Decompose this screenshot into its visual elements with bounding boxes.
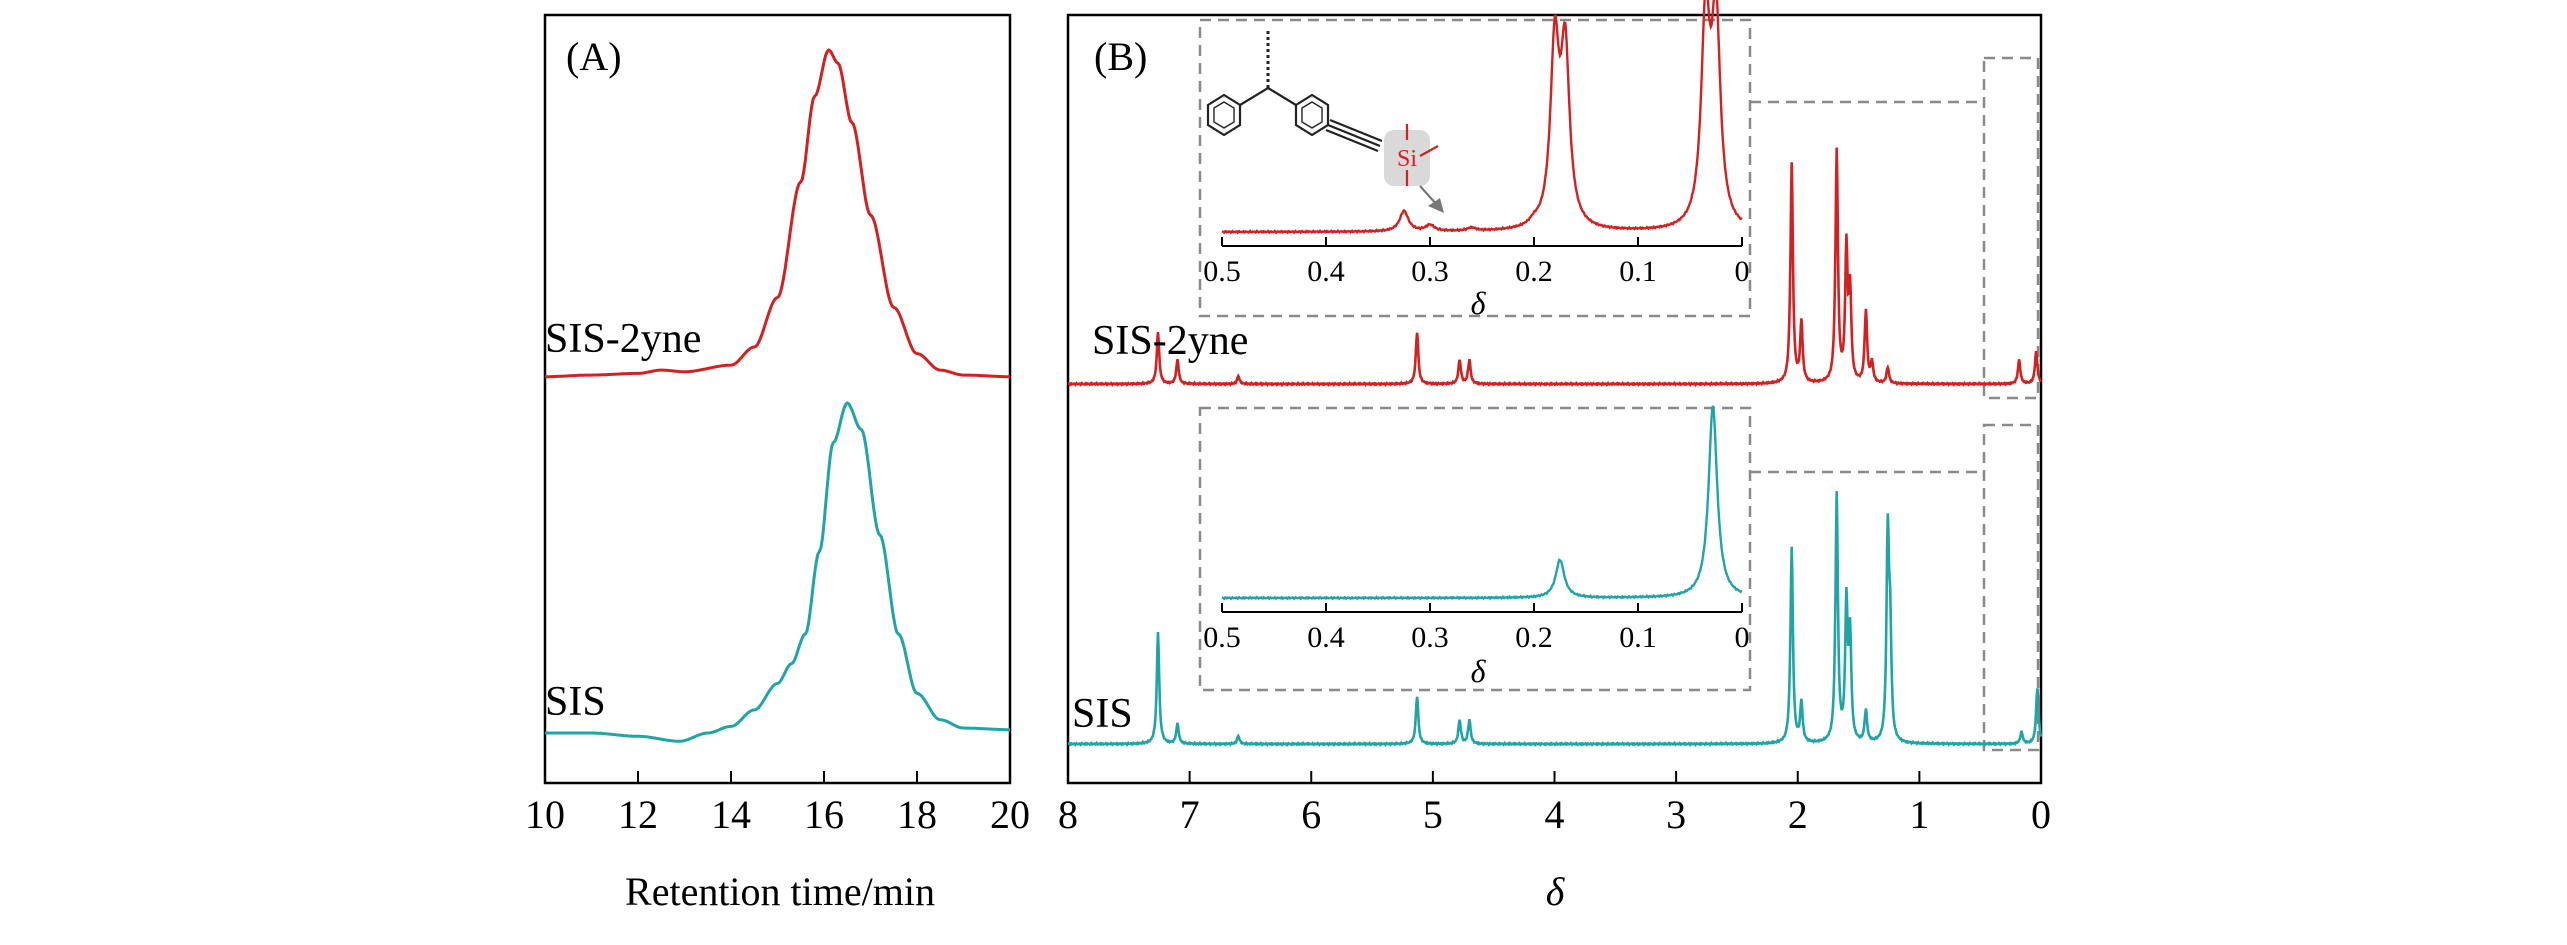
inset-series-sis-2yne xyxy=(1221,0,1743,235)
si-highlight xyxy=(1384,130,1430,186)
panel-a-series xyxy=(545,48,1010,743)
panel-a-x-tick-label: 18 xyxy=(897,792,937,837)
inset-sis2yne-x-tick-label: 0.3 xyxy=(1411,255,1449,288)
inset-sis2yne-series xyxy=(1221,0,1743,235)
panel-a-frame xyxy=(543,13,1012,785)
panel-b-label-sis: SIS xyxy=(1072,691,1133,737)
inset-sis2yne: 0.5 0.4 0.3 0.2 0.1 0 δ xyxy=(1203,0,1750,321)
panel-b-tag: (B) xyxy=(1094,34,1147,79)
inset-sis-x-tick-label: 0.2 xyxy=(1515,621,1553,654)
panel-a-label-sis2yne: SIS-2yne xyxy=(545,316,701,362)
panel-a-tag: (A) xyxy=(566,34,622,79)
panel-b-x-tick-label: 0 xyxy=(2031,792,2051,837)
phenyl-ring-inner-left xyxy=(1213,101,1235,129)
alkyne-bond-1 xyxy=(1327,123,1381,148)
panel-b-x-tick-label: 2 xyxy=(1788,792,1808,837)
panel-b-label-sis2yne: SIS-2yne xyxy=(1092,318,1248,364)
panel-b-x-tick-label: 3 xyxy=(1666,792,1686,837)
panel-b-series-sis-2yne xyxy=(1067,147,2042,388)
panel-a-series-sis-2yne xyxy=(545,48,1010,379)
inset-sis-series xyxy=(1221,405,1743,601)
inset-sis-x-tick-label: 0.1 xyxy=(1619,621,1657,654)
panel-a-x-tick-label: 14 xyxy=(711,792,751,837)
panel-a-x-ticks: 10 12 14 16 18 20 xyxy=(525,771,1030,837)
inset-sis-x-tick-label: 0.3 xyxy=(1411,621,1449,654)
inset-sis2yne-x-tick-label: 0.1 xyxy=(1619,255,1657,288)
panel-b-x-tick-label: 7 xyxy=(1180,792,1200,837)
panel-a: (A) 10 12 14 16 18 20 SIS-2yne SIS Retention … xyxy=(525,13,1030,914)
si-methyl-right xyxy=(1419,145,1439,157)
zoom-guides xyxy=(1198,18,2040,752)
inset-sis2yne-x-ticks: 0.5 0.4 0.3 0.2 0.1 0 xyxy=(1203,237,1750,288)
panel-b-frame xyxy=(1066,13,2043,785)
inset-sis-x-ticks: 0.5 0.4 0.3 0.2 0.1 0 xyxy=(1203,603,1750,654)
inset-sis2yne-x-title: δ xyxy=(1471,285,1487,321)
inset-frame-sis2yne xyxy=(1198,18,1752,318)
panel-a-x-tick-label: 10 xyxy=(525,792,565,837)
panel-a-label-sis: SIS xyxy=(545,679,606,725)
alkyne-bond-2 xyxy=(1329,118,1383,143)
si-arrow-head xyxy=(1428,198,1444,213)
panel-b-x-ticks: 8 7 6 5 4 3 2 1 0 xyxy=(1058,771,2051,837)
zoom-region-sis2yne xyxy=(1982,56,2040,400)
panel-a-x-tick-label: 20 xyxy=(990,792,1030,837)
panel-b-series xyxy=(1067,147,2043,748)
inset-sis: 0.5 0.4 0.3 0.2 0.1 0 δ xyxy=(1203,405,1750,689)
inset-sis-x-tick-label: 0 xyxy=(1735,621,1750,654)
inset-sis-x-tick-label: 0.5 xyxy=(1203,621,1241,654)
inset-sis2yne-x-tick-label: 0.5 xyxy=(1203,255,1241,288)
phenyl-ring-left xyxy=(1206,93,1242,137)
panel-a-series-sis xyxy=(545,401,1010,743)
panel-a-x-tick-label: 16 xyxy=(804,792,844,837)
si-atom-label: Si xyxy=(1397,146,1417,172)
alkyne-bond-3 xyxy=(1325,128,1379,153)
panel-b-x-tick-label: 5 xyxy=(1423,792,1443,837)
panel-b-x-tick-label: 1 xyxy=(1909,792,1929,837)
phenyl-ring-inner-right xyxy=(1301,101,1323,129)
inset-sis2yne-x-tick-label: 0.2 xyxy=(1515,255,1553,288)
inset-sis-x-tick-label: 0.4 xyxy=(1307,621,1345,654)
panel-a-x-axis-title: Retention time/min xyxy=(625,869,935,914)
panel-a-x-tick-label: 12 xyxy=(618,792,658,837)
inset-sis2yne-x-tick-label: 0.4 xyxy=(1307,255,1345,288)
phenyl-ring-right xyxy=(1294,93,1330,137)
panel-b-x-tick-label: 4 xyxy=(1545,792,1565,837)
panel-b-x-tick-label: 8 xyxy=(1058,792,1078,837)
inset-sis2yne-x-tick-label: 0 xyxy=(1735,255,1750,288)
zoom-region-sis xyxy=(1982,423,2040,752)
panel-b-x-tick-label: 6 xyxy=(1301,792,1321,837)
panel-b-x-axis-title: δ xyxy=(1546,869,1566,914)
inset-sis-x-title: δ xyxy=(1471,653,1487,689)
inset-series-sis xyxy=(1221,405,1743,601)
inset-frame-sis xyxy=(1198,406,1752,692)
bond-ch xyxy=(1239,86,1297,106)
chemical-structure xyxy=(1206,30,1444,213)
panel-b-series-sis xyxy=(1067,491,2043,748)
